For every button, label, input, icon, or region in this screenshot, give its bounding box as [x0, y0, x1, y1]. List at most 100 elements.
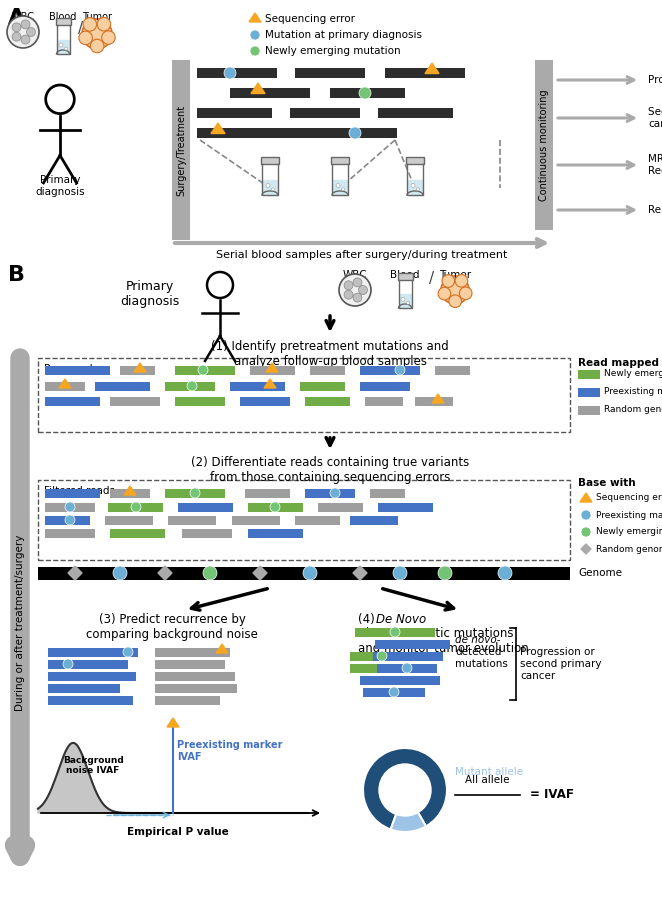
- Bar: [578, 370, 600, 379]
- Circle shape: [379, 764, 431, 816]
- Bar: [305, 397, 350, 406]
- Bar: [230, 382, 285, 391]
- Polygon shape: [253, 566, 267, 580]
- Bar: [330, 88, 405, 98]
- Bar: [175, 366, 235, 375]
- Circle shape: [190, 488, 200, 498]
- Polygon shape: [251, 83, 265, 93]
- FancyBboxPatch shape: [38, 480, 570, 560]
- Polygon shape: [167, 718, 179, 727]
- Bar: [331, 157, 349, 164]
- Bar: [248, 529, 303, 538]
- Circle shape: [438, 566, 452, 580]
- Text: Sequencing error: Sequencing error: [596, 494, 662, 503]
- Text: Preexisting marker: Preexisting marker: [596, 511, 662, 520]
- Circle shape: [416, 188, 420, 191]
- Polygon shape: [581, 544, 591, 554]
- Circle shape: [393, 566, 407, 580]
- Polygon shape: [38, 743, 308, 813]
- Wedge shape: [391, 790, 426, 832]
- Circle shape: [65, 515, 75, 525]
- Text: (3) Predict recurrence by
comparing background noise: (3) Predict recurrence by comparing back…: [86, 613, 258, 641]
- Bar: [105, 516, 153, 525]
- Bar: [397, 273, 412, 280]
- FancyBboxPatch shape: [38, 358, 570, 432]
- Text: All allele: All allele: [465, 775, 510, 785]
- Text: Blood: Blood: [391, 270, 420, 280]
- Circle shape: [442, 275, 455, 288]
- Circle shape: [411, 183, 415, 188]
- Circle shape: [187, 381, 197, 391]
- Bar: [318, 503, 363, 512]
- Circle shape: [401, 298, 405, 301]
- Text: detected: detected: [455, 647, 501, 657]
- Circle shape: [12, 22, 21, 31]
- Circle shape: [406, 301, 410, 304]
- Text: During or after treatment/surgery: During or after treatment/surgery: [15, 535, 25, 711]
- Bar: [110, 489, 150, 498]
- Text: Base with: Base with: [578, 478, 636, 488]
- Circle shape: [342, 188, 344, 191]
- Text: Genome: Genome: [578, 568, 622, 578]
- Circle shape: [266, 183, 270, 188]
- Bar: [373, 652, 443, 661]
- Circle shape: [359, 286, 367, 295]
- Text: Preexisting marker
IVAF: Preexisting marker IVAF: [177, 740, 283, 761]
- Circle shape: [459, 287, 472, 299]
- Text: MRD/
Recurrence: MRD/ Recurrence: [648, 155, 662, 176]
- Bar: [48, 696, 133, 705]
- Bar: [240, 397, 290, 406]
- Text: Mutant allele: Mutant allele: [455, 767, 523, 777]
- Text: = IVAF: = IVAF: [530, 788, 574, 802]
- Circle shape: [12, 32, 21, 41]
- Bar: [120, 366, 155, 375]
- Bar: [172, 60, 190, 240]
- Bar: [197, 128, 397, 138]
- Bar: [300, 382, 345, 391]
- Text: de novo-: de novo-: [455, 635, 500, 645]
- Bar: [48, 660, 128, 669]
- Text: Tumor: Tumor: [82, 12, 112, 22]
- Circle shape: [395, 365, 405, 375]
- Text: Read mapped to: Read mapped to: [578, 358, 662, 368]
- Text: detect somatic mutations
and monitor tumor evolution: detect somatic mutations and monitor tum…: [358, 627, 529, 655]
- Text: Remission: Remission: [648, 205, 662, 215]
- Bar: [165, 489, 225, 498]
- Text: (4): (4): [358, 613, 379, 626]
- Bar: [197, 108, 272, 118]
- Text: Continuous monitoring: Continuous monitoring: [539, 89, 549, 200]
- Bar: [45, 397, 100, 406]
- Polygon shape: [68, 566, 82, 580]
- Circle shape: [336, 183, 340, 188]
- Circle shape: [438, 288, 451, 300]
- Circle shape: [339, 274, 371, 306]
- Circle shape: [7, 16, 39, 48]
- Bar: [245, 489, 290, 498]
- Polygon shape: [124, 486, 136, 495]
- Bar: [385, 68, 465, 78]
- Bar: [360, 676, 440, 685]
- Circle shape: [59, 43, 63, 47]
- Circle shape: [123, 647, 133, 657]
- Bar: [178, 503, 233, 512]
- Text: De Novo: De Novo: [376, 613, 426, 626]
- Bar: [248, 503, 303, 512]
- Text: Progression or
second primary
cancer: Progression or second primary cancer: [520, 647, 602, 681]
- Bar: [375, 640, 450, 649]
- Circle shape: [330, 488, 340, 498]
- Circle shape: [97, 17, 111, 31]
- Circle shape: [91, 40, 104, 53]
- Bar: [261, 157, 279, 164]
- Circle shape: [349, 127, 361, 139]
- Bar: [155, 660, 225, 669]
- Bar: [365, 397, 403, 406]
- Bar: [415, 397, 453, 406]
- Bar: [406, 157, 424, 164]
- Bar: [45, 366, 110, 375]
- Text: /: /: [78, 21, 83, 35]
- Bar: [155, 696, 220, 705]
- Polygon shape: [432, 394, 444, 403]
- Circle shape: [131, 502, 141, 512]
- Circle shape: [377, 651, 387, 661]
- Circle shape: [498, 566, 512, 580]
